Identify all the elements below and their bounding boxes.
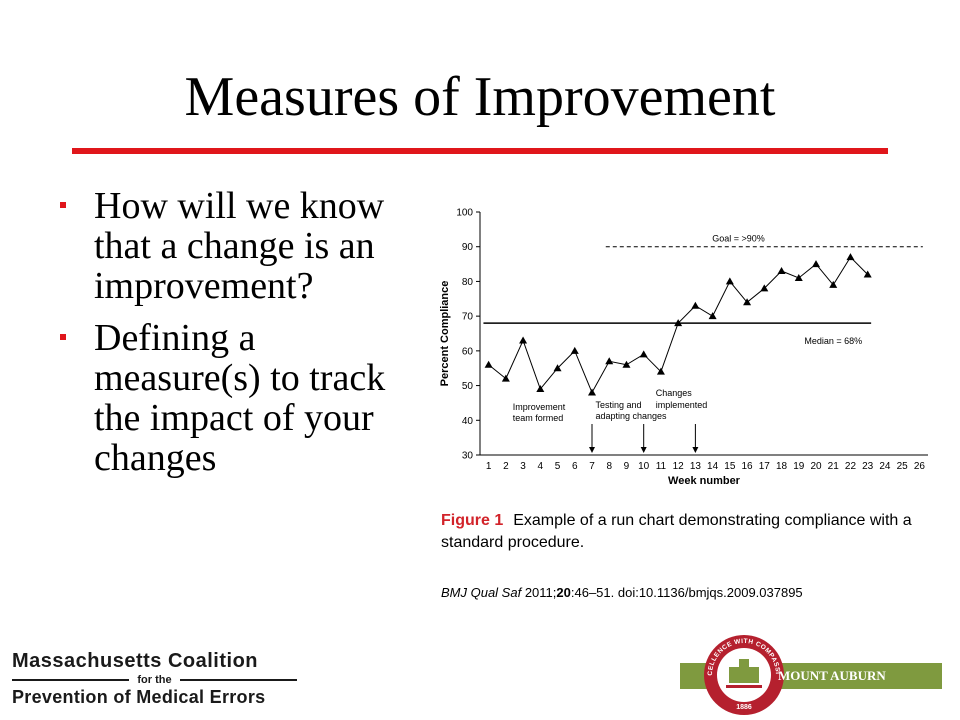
data-point-marker	[553, 364, 562, 372]
citation-volume: 20	[556, 585, 571, 600]
x-tick-label: 10	[638, 461, 650, 472]
x-axis-label: Week number	[668, 475, 741, 487]
data-point-marker	[588, 388, 596, 396]
y-tick-label: 50	[462, 381, 474, 392]
bullet-text: Defining a measure(s) to track the impac…	[94, 317, 386, 479]
x-tick-label: 25	[897, 461, 909, 472]
x-tick-label: 12	[673, 461, 685, 472]
citation-year: 2011;	[524, 585, 557, 600]
data-point-marker	[536, 385, 545, 393]
annotation-text: team formed	[513, 413, 564, 423]
x-tick-label: 19	[793, 461, 805, 472]
data-point-marker	[725, 277, 734, 285]
x-tick-label: 1	[486, 461, 492, 472]
figure-caption: Figure 1 Example of a run chart demonstra…	[441, 510, 941, 554]
x-tick-label: 15	[724, 461, 736, 472]
data-point-marker	[570, 346, 579, 354]
data-point-marker	[484, 360, 493, 368]
data-point-marker	[863, 270, 872, 278]
annotation-arrowhead	[640, 447, 647, 453]
x-tick-label: 7	[589, 461, 595, 472]
coalition-logo: Massachusetts Coalition for the Preventi…	[12, 650, 298, 708]
data-point-marker	[760, 284, 769, 292]
coalition-logo-line3: Prevention of Medical Errors	[12, 687, 266, 707]
x-tick-label: 8	[606, 461, 612, 472]
x-tick-label: 21	[828, 461, 840, 472]
x-tick-label: 22	[845, 461, 857, 472]
bullet-text: How will we know that a change is an imp…	[94, 185, 385, 307]
hospital-seal-icon: EXCELLENCE WITH COMPASSION 1886	[702, 633, 784, 715]
citation: BMJ Qual Saf 2011;20:46–51. doi:10.1136/…	[441, 585, 803, 600]
goal-label: Goal = >90%	[712, 234, 765, 244]
seal-year: 1886	[736, 704, 752, 711]
annotation-text: implemented	[656, 400, 708, 410]
annotation-arrowhead	[692, 447, 699, 453]
x-tick-label: 23	[862, 461, 874, 472]
data-point-marker	[501, 374, 510, 382]
annotation-text: Improvement	[513, 402, 566, 412]
x-tick-label: 2	[503, 461, 509, 472]
bullet-marker	[60, 202, 66, 208]
x-tick-label: 26	[914, 461, 926, 472]
coalition-logo-line2-row: for the	[12, 674, 298, 686]
annotation-arrowhead	[589, 447, 595, 453]
x-tick-label: 13	[690, 461, 702, 472]
hospital-logo: EXCELLENCE WITH COMPASSION 1886 MOUNT AU…	[680, 633, 945, 715]
data-point-marker	[691, 301, 700, 309]
data-point-marker	[639, 350, 648, 358]
data-point-marker	[674, 319, 683, 327]
coalition-logo-line1: Massachusetts Coalition	[12, 650, 259, 672]
x-tick-label: 17	[759, 461, 771, 472]
citation-pages-doi: :46–51. doi:10.1136/bmjqs.2009.037895	[570, 585, 803, 600]
bullet-item: Defining a measure(s) to track the impac…	[56, 318, 386, 478]
data-point-marker	[743, 298, 752, 306]
y-tick-label: 30	[462, 451, 474, 462]
data-point-marker	[605, 357, 614, 365]
data-point-marker	[846, 253, 855, 261]
x-tick-label: 9	[624, 461, 630, 472]
x-tick-label: 3	[520, 461, 526, 472]
y-tick-label: 60	[462, 346, 474, 357]
x-tick-label: 4	[538, 461, 544, 472]
data-point-marker	[812, 260, 820, 268]
x-tick-label: 11	[656, 461, 667, 472]
x-tick-label: 20	[810, 461, 822, 472]
figure-caption-text: Example of a run chart demonstrating com…	[441, 512, 912, 551]
x-tick-label: 14	[707, 461, 719, 472]
x-tick-label: 5	[555, 461, 561, 472]
data-point-marker	[708, 312, 717, 320]
y-tick-label: 100	[456, 208, 473, 219]
hospital-name: MOUNT AUBURN HOSPITAL	[778, 668, 886, 709]
x-tick-label: 24	[879, 461, 891, 472]
data-point-marker	[777, 267, 786, 275]
y-tick-label: 40	[462, 416, 474, 427]
bullet-item: How will we know that a change is an imp…	[56, 186, 386, 306]
figure-label: Figure 1	[441, 512, 504, 529]
annotation-text: Changes	[656, 388, 693, 398]
data-point-marker	[622, 360, 631, 368]
y-tick-label: 90	[462, 242, 474, 253]
y-axis-label: Percent Compliance	[439, 281, 451, 387]
data-point-marker	[829, 280, 838, 288]
bullet-list: How will we know that a change is an imp…	[56, 186, 386, 490]
annotation-text: adapting changes	[595, 411, 667, 421]
y-tick-label: 80	[462, 277, 474, 288]
bullet-marker	[60, 334, 66, 340]
slide-title: Measures of Improvement	[184, 66, 776, 128]
y-tick-label: 70	[462, 312, 474, 323]
median-label: Median = 68%	[804, 336, 862, 346]
x-tick-label: 16	[742, 461, 754, 472]
data-point-marker	[656, 367, 665, 375]
x-tick-label: 6	[572, 461, 578, 472]
citation-journal: BMJ Qual Saf	[441, 585, 522, 600]
data-point-marker	[519, 336, 528, 344]
annotation-text: Testing and	[595, 400, 641, 410]
coalition-logo-line2: for the	[137, 674, 172, 686]
x-tick-label: 18	[776, 461, 788, 472]
data-point-marker	[794, 273, 803, 281]
title-underline	[72, 148, 888, 154]
